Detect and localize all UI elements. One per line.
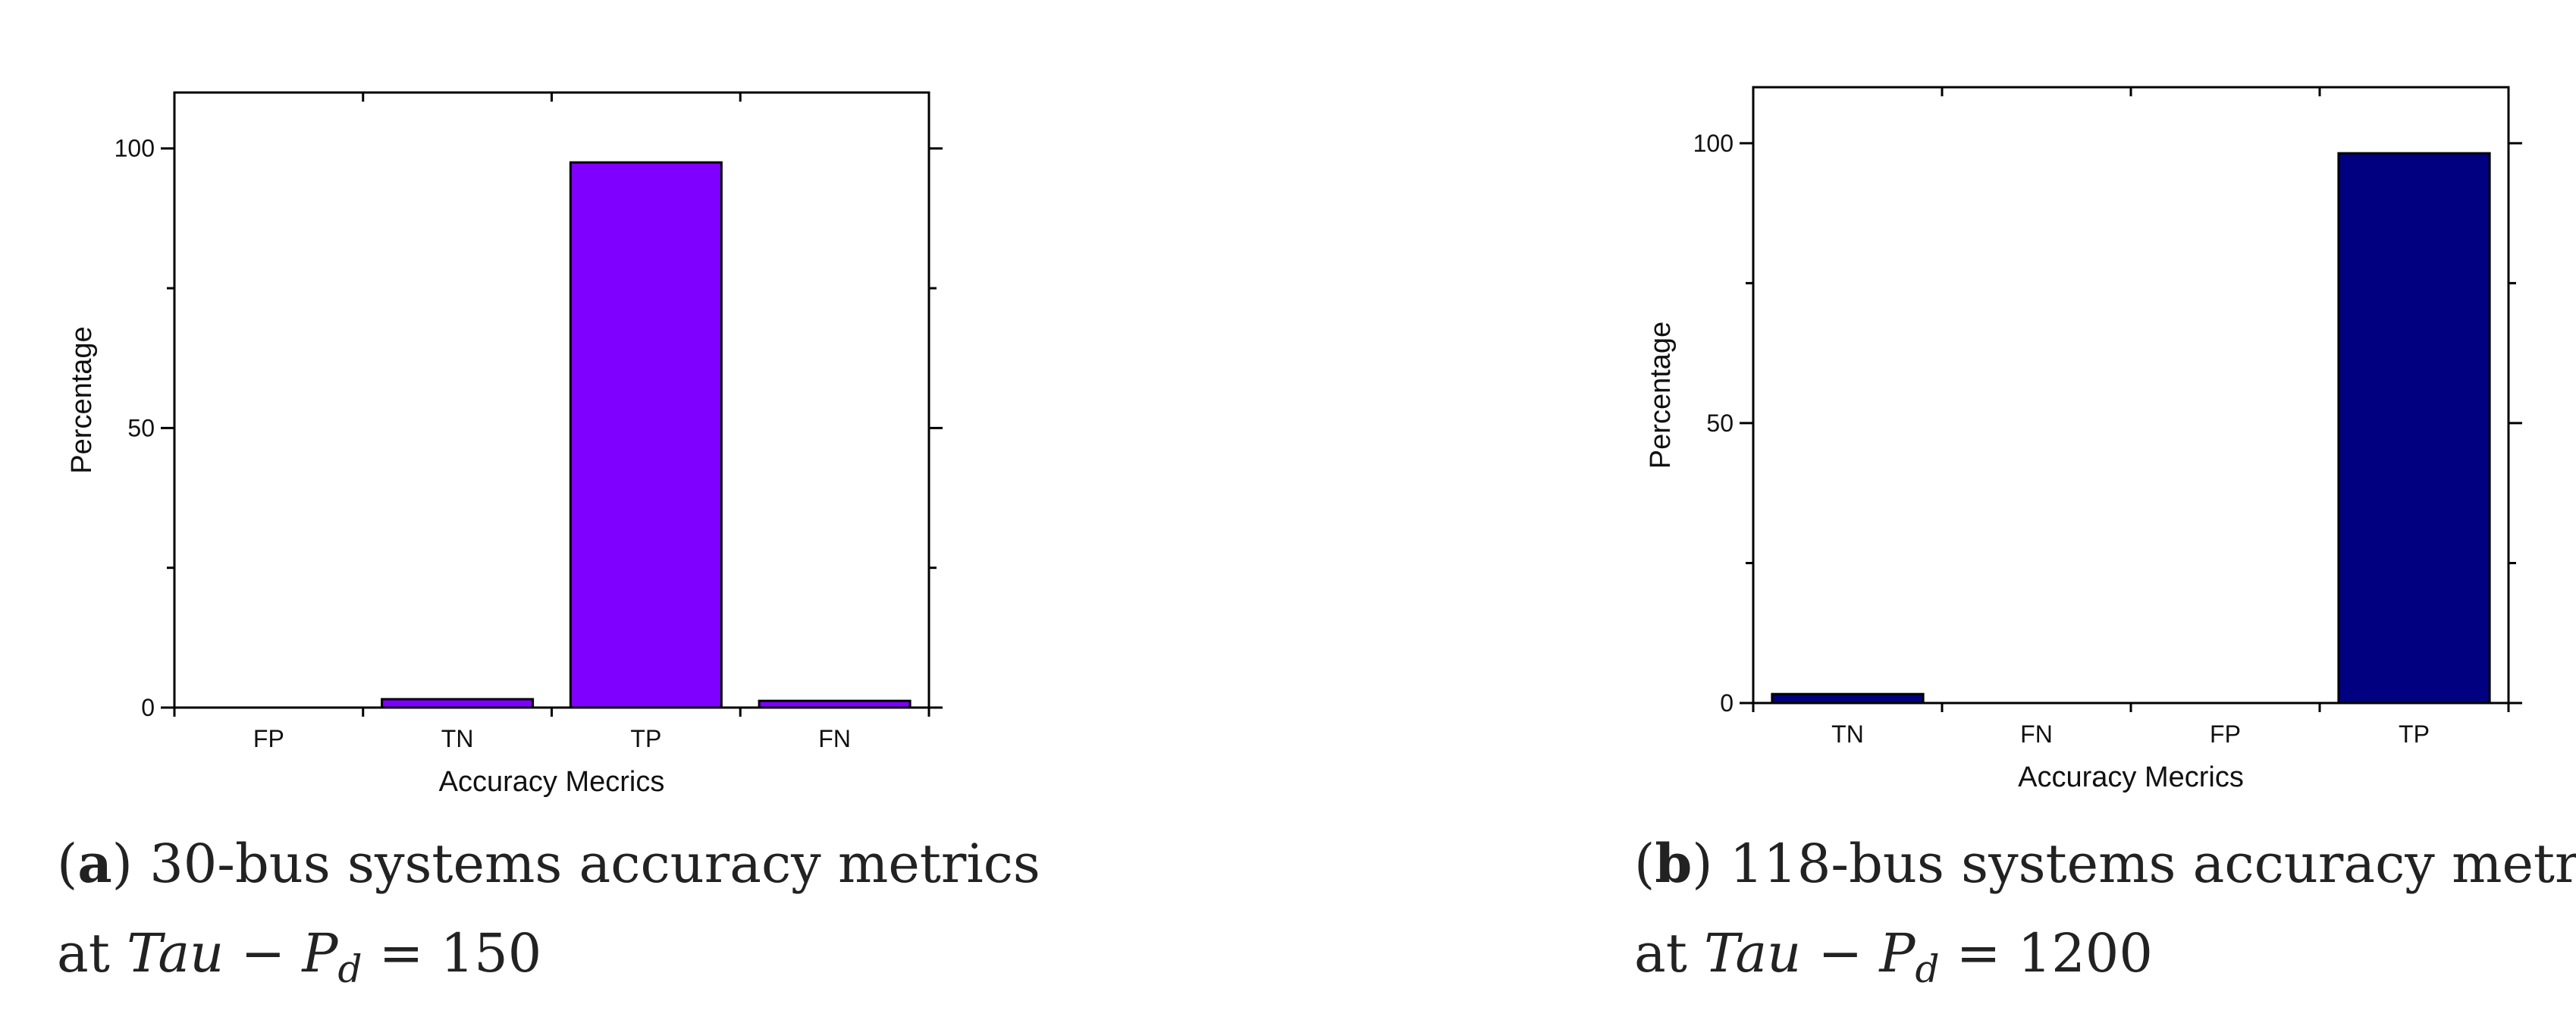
caption-a: (a) 30-bus systems accuracy metrics at T… [57,819,1040,998]
caption-b-p: P [1879,922,1916,984]
x-axis-label: Accuracy Mecrics [439,766,665,798]
bar-tp [2337,152,2491,705]
caption-b-sub: d [1915,947,1940,991]
x-tick-label: FP [2210,720,2241,748]
chart-b: TN FN FP TP 0 50 100 Accuracy Mecrics Percentage [1645,86,2522,793]
bar-tn [1771,692,1925,705]
caption-a-var: Tau [127,922,224,984]
caption-b-value: 1200 [2017,922,2153,984]
caption-b-op: − [1818,922,1863,984]
y-tick-label: 50 [127,414,155,441]
x-axis-label: Accuracy Mecrics [2018,761,2244,793]
x-tick-label: TN [1831,720,1864,748]
caption-a-sub: d [337,947,362,991]
chart-a: FP TN TP FN 0 50 100 Accuracy Mecrics Percentage [66,91,943,798]
caption-b-letter: b [1655,832,1693,895]
bar-tn [381,698,535,709]
caption-b-text: 118-bus systems accuracy metrics [1729,833,2576,895]
x-tick-label: FN [818,725,851,752]
caption-b-eq: = [1956,922,2001,984]
y-tick-label: 0 [1720,689,1734,717]
x-tick-label: TP [2399,720,2430,748]
caption-a-letter: a [77,832,112,895]
caption-a-op: − [240,922,286,984]
plot-frame [173,91,930,709]
caption-b: (b) 118-bus systems accuracy metrics at … [1634,819,2576,998]
caption-a-text: 30-bus systems accuracy metrics [149,833,1040,895]
caption-a-p: P [302,922,338,984]
bar-tp [569,161,723,709]
caption-a-line2: at Tau − Pd = 150 [57,909,1040,998]
caption-b-line1: (b) 118-bus systems accuracy metrics [1634,819,2576,909]
caption-b-var: Tau [1704,922,1802,984]
y-tick-label: 100 [1693,130,1734,157]
caption-a-prefix: at [57,922,110,984]
x-tick-label: FN [2020,720,2053,748]
caption-b-line2: at Tau − Pd = 1200 [1634,909,2576,998]
y-axis-label: Percentage [66,326,98,473]
x-tick-label: TN [441,725,474,752]
y-axis-label: Percentage [1645,322,1677,469]
caption-a-value: 150 [440,922,542,984]
caption-a-line1: (a) 30-bus systems accuracy metrics [57,832,1040,895]
y-tick-label: 50 [1706,410,1734,437]
x-tick-label: TP [630,725,661,752]
y-tick-label: 100 [115,135,155,162]
caption-b-prefix: at [1634,922,1687,984]
caption-a-eq: = [378,922,424,984]
x-tick-label: FP [253,725,284,752]
y-tick-label: 0 [141,694,155,721]
